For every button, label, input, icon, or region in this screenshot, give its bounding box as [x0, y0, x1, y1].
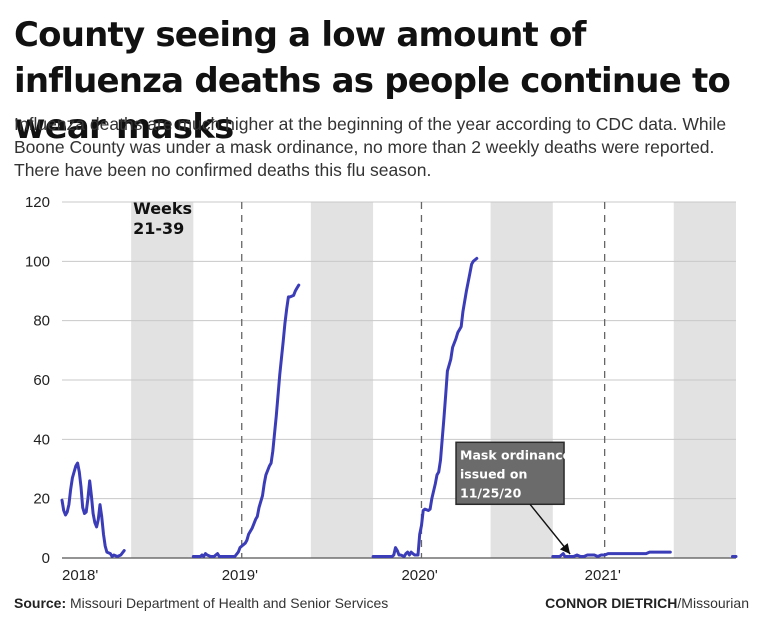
y-tick-label: 20: [33, 491, 50, 508]
annotation-arrow-line: [529, 503, 571, 555]
annotation-text: Mask ordinance: [460, 447, 571, 462]
y-tick-label: 40: [33, 431, 50, 448]
y-tick-label: 100: [25, 253, 50, 270]
y-tick-label: 80: [33, 313, 50, 330]
weeks-label: 21-39: [133, 219, 184, 238]
credit-org: /Missourian: [677, 595, 749, 611]
weeks-label: Weeks: [133, 199, 192, 218]
x-axis-ticks: 2018' 2019' 2020' 2021': [62, 567, 621, 584]
x-tick-label: 2021': [585, 567, 621, 584]
data-series: [60, 256, 738, 558]
series-line: [551, 550, 672, 558]
y-tick-label: 60: [33, 372, 50, 389]
chart-title: County seeing a low amount of influenza …: [14, 15, 731, 147]
y-axis-ticks: 0 20 40 60 80 100 120: [25, 194, 50, 567]
byline: CONNOR DIETRICH/Missourian: [545, 595, 749, 611]
chart-subtitle: Influenza deaths are much higher at the …: [14, 114, 727, 180]
annotation-box: [455, 441, 565, 506]
series-line: [60, 461, 126, 558]
source-note: Source: Missouri Department of Health an…: [14, 595, 388, 611]
annotation-arrowhead: [559, 543, 571, 554]
series-line: [371, 256, 479, 558]
line-chart: 0 20 40 60 80 100 120 2018' 2019' 2020' 2021' Wee…: [25, 194, 738, 584]
x-tick-label: 2020': [401, 567, 437, 584]
source-label: Source:: [14, 595, 67, 611]
grid-lines: [62, 201, 736, 559]
y-tick-label: 120: [25, 194, 50, 211]
annotation-text: issued on: [460, 466, 527, 481]
y-tick-label: 0: [42, 550, 50, 567]
series-line: [191, 283, 301, 558]
credit-name: CONNOR DIETRICH: [545, 595, 678, 611]
source-text: Missouri Department of Health and Senior…: [70, 595, 389, 611]
x-tick-label: 2018': [62, 567, 98, 584]
x-tick-label: 2019': [222, 567, 258, 584]
annotation-text: 11/25/20: [460, 485, 522, 500]
